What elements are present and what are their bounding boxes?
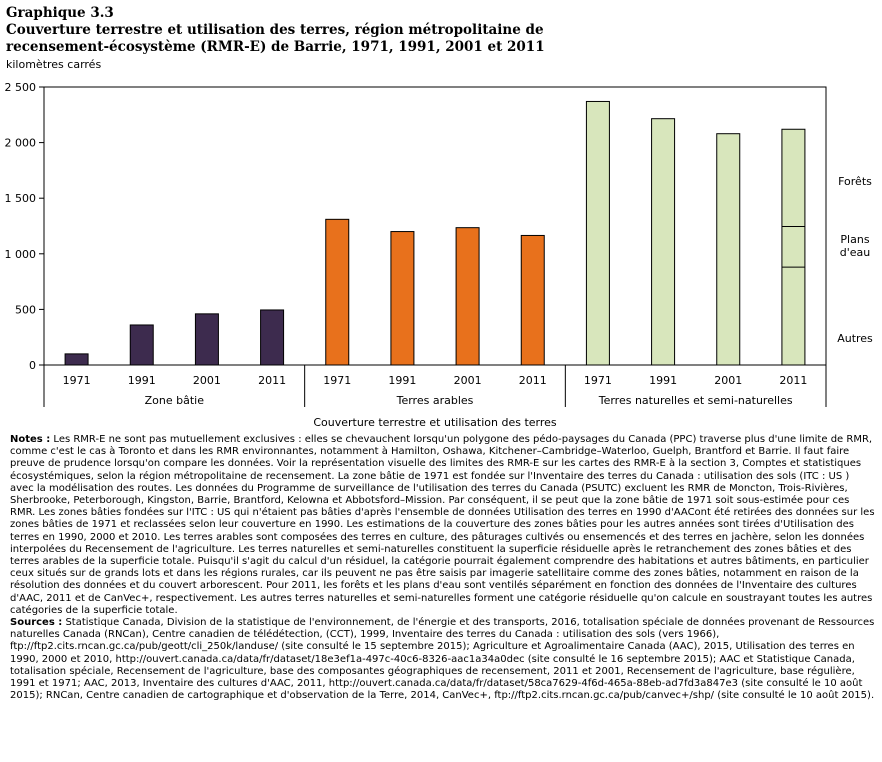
notes-label: Notes :: [10, 434, 51, 445]
legend-label: Autres: [837, 332, 873, 345]
bar: [716, 133, 741, 366]
plot-frame: [43, 86, 827, 366]
bar-chart: 0 500 1 000 1 500 2 000 2 500 1971 1991 2001 2011…: [5, 81, 874, 429]
bar: [585, 100, 610, 366]
x-tick-label: 2011: [779, 374, 807, 387]
legend-label-line: d'eau: [840, 246, 871, 259]
y-tick-label: 500: [15, 303, 36, 316]
y-tick-label: 0: [29, 359, 36, 372]
y-tick-label: 1 000: [5, 248, 37, 261]
chart-title-line-2: recensement-écosystème (RMR-E) de Barrie…: [6, 39, 545, 55]
notes-text: Les RMR-E ne sont pas mutuellement exclu…: [10, 434, 875, 616]
x-tick-label: 1991: [388, 374, 416, 387]
chart-header: Graphique 3.3 Couverture terrestre et ut…: [6, 5, 876, 56]
group-label: Zone bâtie: [145, 394, 205, 407]
bar: [194, 313, 219, 366]
x-tick-label: 2001: [193, 374, 221, 387]
x-tick-label: 2011: [519, 374, 547, 387]
sources-label: Sources :: [10, 617, 63, 629]
x-tick-label: 1991: [128, 374, 156, 387]
chart-title-line-1: Couverture terrestre et utilisation des …: [6, 22, 544, 38]
notes-paragraph: Notes : Les RMR-E ne sont pas mutuelleme…: [10, 434, 876, 617]
legend-label-line: Plans: [840, 233, 869, 246]
bar: [651, 118, 676, 366]
legend-label: Forêts: [838, 175, 872, 188]
legend-label: Plans d'eau: [840, 233, 871, 259]
x-tick-label: 1991: [649, 374, 677, 387]
sources-paragraph: Sources : Statistique Canada, Division d…: [10, 617, 876, 702]
group-label: Terres naturelles et semi-naturelles: [598, 394, 793, 407]
x-tick-label: 1971: [63, 374, 91, 387]
bar: [781, 128, 806, 366]
y-tick-label: 1 500: [5, 192, 37, 205]
y-axis-unit-label: kilomètres carrés: [6, 58, 102, 71]
bar: [455, 227, 480, 366]
group-label: Terres arables: [396, 394, 474, 407]
bar: [325, 218, 350, 366]
bar: [129, 324, 154, 366]
sources-text: Statistique Canada, Division de la stati…: [10, 617, 875, 702]
x-axis-title: Couverture terrestre et utilisation des …: [313, 416, 557, 429]
x-tick-label: 2001: [714, 374, 742, 387]
x-tick-label: 2001: [454, 374, 482, 387]
x-tick-label: 2011: [258, 374, 286, 387]
notes-section: Notes : Les RMR-E ne sont pas mutuelleme…: [10, 434, 876, 702]
bar: [520, 234, 545, 366]
graph-number: Graphique 3.3: [6, 5, 114, 21]
legend-label-line: Forêts: [838, 175, 872, 188]
x-tick-label: 1971: [584, 374, 612, 387]
legend-label-line: Autres: [837, 332, 873, 345]
y-tick-label: 2 500: [5, 81, 37, 94]
bar: [64, 353, 89, 366]
y-tick-label: 2 000: [5, 137, 37, 150]
bar: [260, 309, 285, 366]
bar: [390, 231, 415, 366]
x-tick-label: 1971: [323, 374, 351, 387]
